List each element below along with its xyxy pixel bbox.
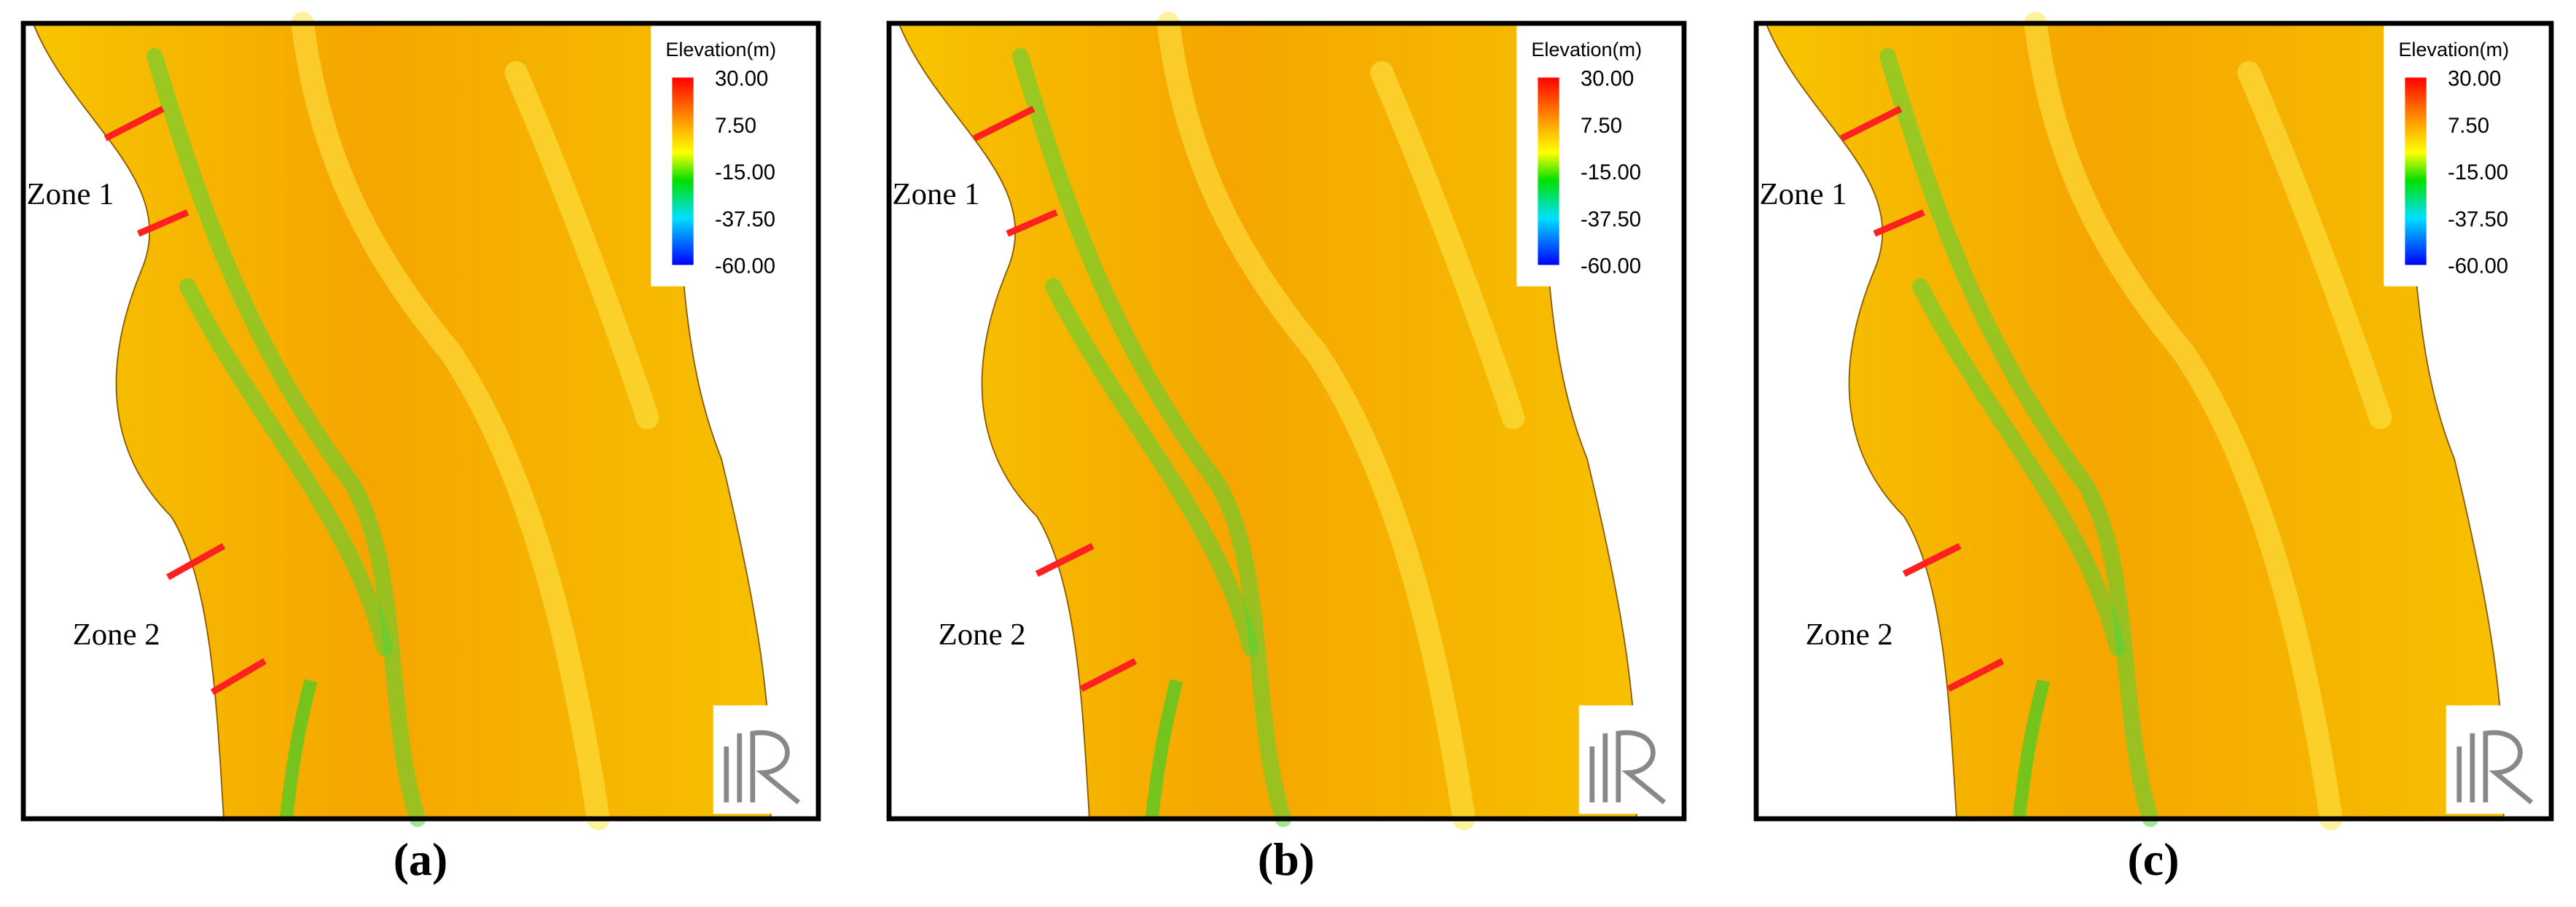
panel-label: (a) [394,833,448,885]
logo-mark [724,730,801,805]
groyne [973,106,1036,141]
color-bar [2405,77,2427,265]
channel-streak [1912,278,2126,656]
panel-border [20,20,821,822]
legend-tick: 30.00 [1581,67,1634,91]
groyne [1946,658,2005,692]
panel: Zone 1 Zone 2 Elevation(m) 30.00 7.50 -15.00 -… [886,12,1687,830]
groyne [1006,209,1058,237]
logo-mark [1589,730,1667,805]
legend-tick: -60.00 [1581,254,1641,279]
channel-streak [1156,12,1476,830]
logo-box [2446,705,2548,814]
panel-label: (b) [1258,833,1315,885]
zone-label: Zone 1 [893,177,980,211]
logo [2446,705,2548,814]
legend-title: Elevation(m) [2398,39,2509,61]
legend-tick: -15.00 [715,160,775,184]
logo [713,705,815,814]
channel-streak [279,679,318,820]
groyne [103,106,165,141]
legend-tick: -37.50 [1581,207,1641,231]
logo-box [1578,705,1681,814]
channel-streak [504,61,659,429]
channel-streak [2024,12,2343,830]
panel: Zone 1 Zone 2 Elevation(m) 30.00 7.50 -15.00 -… [20,12,821,830]
legend-tick: -37.50 [715,207,775,231]
panel-border [886,20,1687,822]
channel-streak [1012,47,1292,828]
channel-streak [1045,278,1259,656]
channel-streak [1370,61,1525,429]
legend-tick: -37.50 [2448,207,2508,231]
channel-streak [291,12,610,830]
channel-streak [146,47,426,828]
color-bar [672,77,694,265]
channel-streak [1879,47,2159,828]
logo-mark [2456,730,2534,805]
legend-tick: -15.00 [2448,160,2508,184]
legend-tick: -15.00 [1581,160,1641,184]
zone-label: Zone 2 [939,618,1026,652]
groyne [210,658,267,696]
zone-label: Zone 2 [1806,618,1893,652]
panel-border [1753,20,2554,822]
legend-tick: 30.00 [2448,67,2501,91]
groyne [1873,209,1925,237]
legend-title: Elevation(m) [665,39,776,61]
logo [1578,705,1681,814]
zone-label: Zone 1 [27,177,114,211]
channel-streak [1145,679,1183,820]
legend-title: Elevation(m) [1531,39,1642,61]
groyne [1035,542,1095,577]
logo-box [713,705,815,814]
legend-tick: -60.00 [715,254,775,279]
groyne [136,209,189,237]
legend-tick: 7.50 [1581,114,1622,138]
legend-tick: -60.00 [2448,254,2508,279]
legend-tick: 7.50 [2448,114,2489,138]
channel-streak [2237,61,2392,429]
panel-label: (c) [2127,833,2179,885]
legend-tick: 30.00 [715,67,768,91]
groyne [166,542,226,580]
zone-label: Zone 2 [73,618,160,652]
groyne [1079,658,1138,692]
color-bar [1538,77,1559,265]
legend-tick: 7.50 [715,114,756,138]
groyne [1840,106,1903,141]
channel-streak [179,278,394,656]
channel-streak [2012,679,2051,820]
groyne [1902,542,1962,577]
panel: Zone 1 Zone 2 Elevation(m) 30.00 7.50 -15.00 -… [1753,12,2554,830]
zone-label: Zone 1 [1760,177,1847,211]
